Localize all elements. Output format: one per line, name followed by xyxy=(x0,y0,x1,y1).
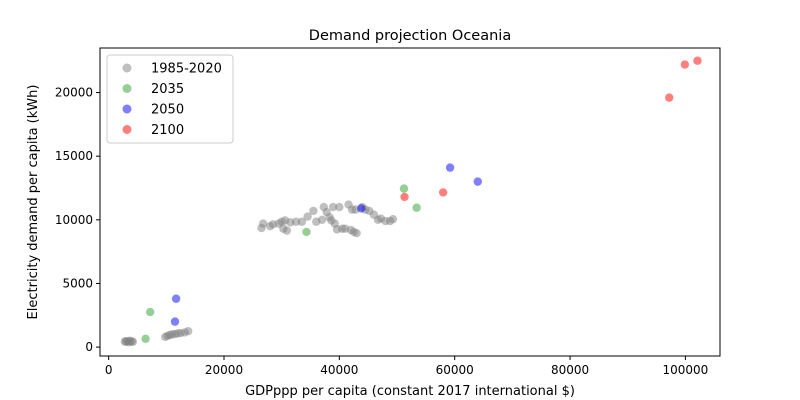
point-1985-2020-28 xyxy=(303,212,312,221)
legend-marker xyxy=(122,63,132,73)
point-1985-2020-26 xyxy=(291,217,301,226)
point-2100-3 xyxy=(680,60,690,69)
point-1985-2020-31 xyxy=(317,215,327,225)
point-2050-2 xyxy=(357,204,366,213)
point-2035-1 xyxy=(145,307,155,317)
point-2100-0 xyxy=(400,192,409,202)
point-1985-2020-47 xyxy=(352,228,361,238)
points-layer xyxy=(120,56,702,347)
chart-title: Demand projection Oceania xyxy=(309,28,511,44)
point-1985-2020-56 xyxy=(388,214,398,224)
point-2100-1 xyxy=(438,188,448,197)
legend-label: 2100 xyxy=(151,123,184,138)
point-2100-2 xyxy=(665,93,674,102)
legend-label: 2050 xyxy=(151,103,184,118)
y-tick-label: 0 xyxy=(85,340,93,354)
point-2050-3 xyxy=(445,163,455,172)
y-tick-label: 5000 xyxy=(62,276,93,290)
legend-marker xyxy=(122,104,132,114)
x-tick-label: 100000 xyxy=(662,363,708,377)
point-1985-2020-29 xyxy=(309,206,318,216)
x-axis-label: GDPppp per capita (constant 2017 interna… xyxy=(245,384,575,399)
point-2035-3 xyxy=(399,184,409,193)
legend-marker xyxy=(122,125,132,134)
legend-marker xyxy=(122,84,132,93)
y-tick-label: 10000 xyxy=(55,213,93,227)
point-2050-1 xyxy=(171,294,181,303)
x-tick-label: 80000 xyxy=(551,363,589,377)
point-2035-0 xyxy=(141,334,150,344)
y-tick-label: 20000 xyxy=(55,86,93,100)
x-tick-label: 20000 xyxy=(205,363,243,377)
point-2050-0 xyxy=(170,317,180,326)
x-tick-label: 40000 xyxy=(320,363,358,377)
point-1985-2020-24 xyxy=(282,226,292,235)
point-2100-4 xyxy=(693,56,702,65)
x-axis: 0 20000 40000 60000 80000 100000 xyxy=(105,356,708,377)
point-1985-2020-36 xyxy=(328,202,338,212)
point-1985-2020-27 xyxy=(297,217,307,226)
y-axis: 0 5000 10000 15000 20000 xyxy=(55,86,100,354)
point-2035-2 xyxy=(302,227,311,237)
point-2035-4 xyxy=(412,203,421,212)
plot-frame xyxy=(99,47,721,357)
legend-label: 2035 xyxy=(151,82,184,97)
point-2050-4 xyxy=(473,177,482,186)
legend: 1985-2020 2035 2050 2100 xyxy=(106,54,234,144)
point-1985-2020-17 xyxy=(259,219,268,228)
legend-label: 1985-2020 xyxy=(151,62,222,77)
y-axis-label: Electricity demand per capita (kWh) xyxy=(26,85,41,320)
x-tick-label: 0 xyxy=(105,363,113,377)
point-1985-2020-15 xyxy=(184,326,193,336)
legend-box xyxy=(106,54,234,144)
y-tick-label: 15000 xyxy=(55,149,93,163)
point-1985-2020-6 xyxy=(128,337,138,346)
point-1985-2020-39 xyxy=(335,202,344,212)
x-tick-label: 60000 xyxy=(436,363,474,377)
